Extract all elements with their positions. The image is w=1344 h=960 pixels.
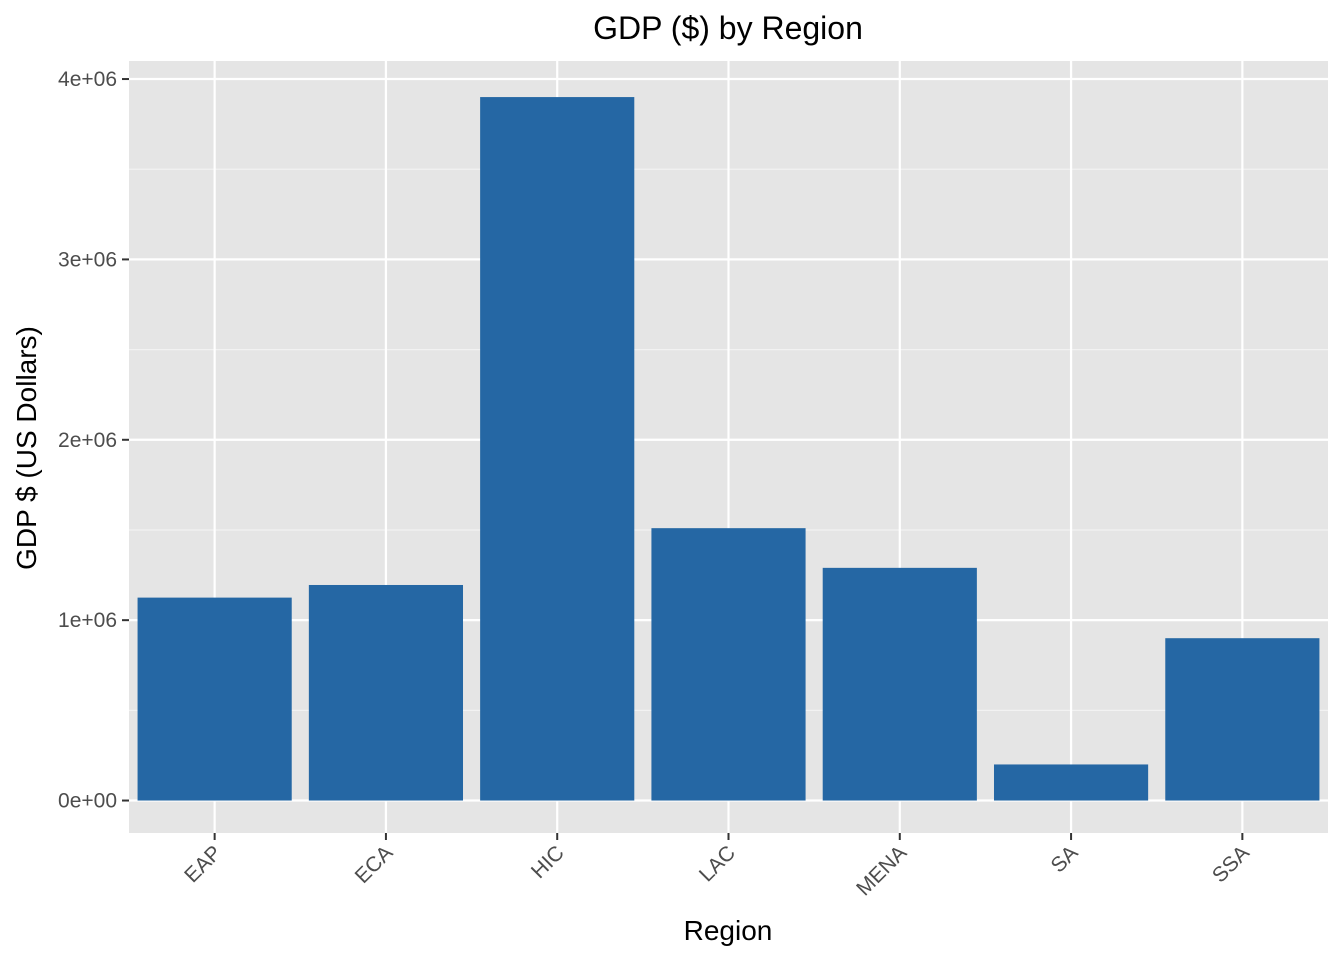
x-axis: EAP ECA HIC LAC MENA SA SSA	[180, 833, 1254, 900]
y-tick-label: 1e+06	[58, 609, 117, 632]
x-tick-label: SA	[1047, 841, 1083, 877]
x-tick-label: HIC	[527, 841, 569, 883]
bar-lac	[651, 528, 806, 801]
x-tick-label: EAP	[180, 841, 226, 887]
y-axis: 0e+00 1e+06 2e+06 3e+06 4e+06	[58, 68, 129, 813]
bars	[137, 97, 1320, 801]
bar-eap	[137, 597, 292, 801]
y-tick-label: 2e+06	[58, 429, 117, 452]
y-tick-label: 0e+00	[58, 790, 117, 813]
y-tick-label: 4e+06	[58, 68, 117, 91]
x-axis-title: Region	[684, 915, 773, 946]
y-tick-label: 3e+06	[58, 248, 117, 271]
y-axis-title: GDP $ (US Dollars)	[11, 326, 42, 570]
x-tick-label: ECA	[351, 841, 398, 888]
bar-ssa	[1165, 638, 1320, 801]
x-tick-label: LAC	[695, 841, 740, 886]
bar-sa	[993, 764, 1149, 801]
chart-title: GDP ($) by Region	[593, 10, 863, 46]
x-tick-label: MENA	[852, 841, 911, 900]
bar-hic	[480, 97, 635, 801]
bar-mena	[822, 567, 977, 801]
x-tick-label: SSA	[1208, 841, 1254, 887]
bar-eca	[308, 584, 464, 801]
